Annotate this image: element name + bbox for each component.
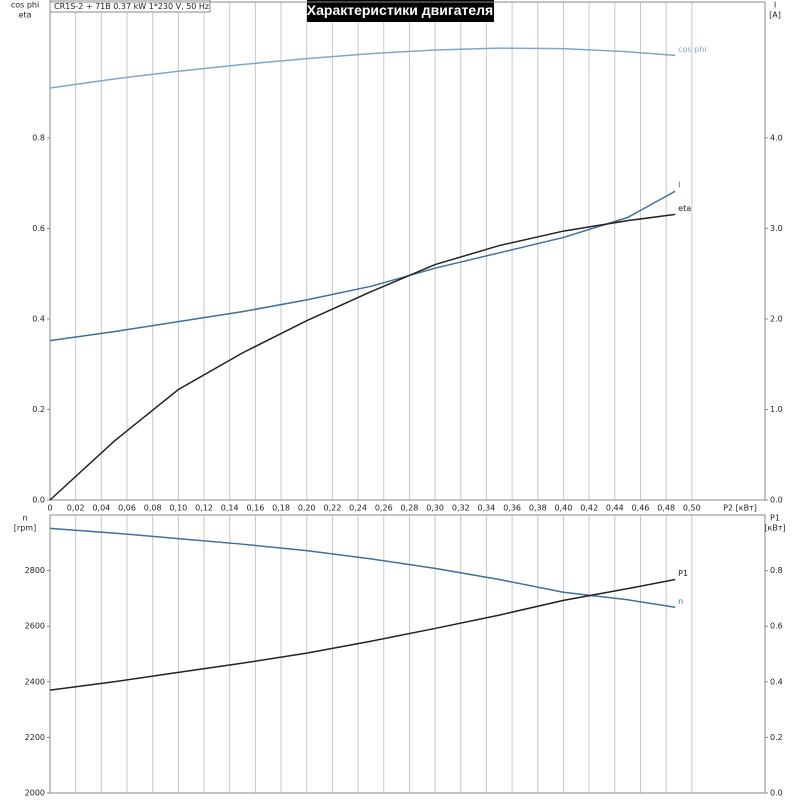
series-label: n [678,597,683,606]
y-axis-label: eta [19,11,32,20]
x-axis-label: P2 [кВт] [723,504,757,513]
x-tick-label: 0,32 [452,504,470,513]
plot-frame [49,1,766,501]
x-tick-label: 0,48 [657,504,675,513]
y-tick-label: 2200 [25,733,45,742]
y2-axis-label: P1 [770,514,780,523]
x-tick-label: 0,14 [221,504,239,513]
y2-tick-label: 4.0 [770,133,783,142]
y2-axis-label: [кВт] [764,524,785,533]
y-axis-label: cos phi [11,1,39,10]
y2-tick-label: 0.8 [770,566,783,575]
series-label: P1 [678,569,688,578]
y-tick-label: 2400 [25,677,45,686]
x-tick-label: 0,40 [555,504,573,513]
y2-tick-label: 0.6 [770,622,783,631]
chart-subtitle: CR1S-2 + 71B 0.37 kW 1*230 V, 50 Hz [54,2,209,11]
x-tick-label: 0,28 [401,504,419,513]
series-label: eta [678,204,691,213]
plot-frame [49,514,766,794]
x-tick-label: 0,36 [503,504,521,513]
x-tick-label: 0,24 [349,504,367,513]
y-tick-label: 2600 [25,622,45,631]
y2-tick-label: 2.0 [770,314,783,323]
x-tick-label: 0,02 [67,504,85,513]
y2-axis-label: [A] [769,11,781,20]
x-tick-label: 0,06 [118,504,136,513]
x-tick-label: 0,22 [323,504,341,513]
series-line [49,47,676,89]
x-tick-label: 0,10 [169,504,187,513]
x-tick-label: 0,38 [529,504,547,513]
x-tick-label: 0,18 [272,504,290,513]
y-axis-label: n [22,514,27,523]
y-tick-label: 0.2 [32,405,45,414]
x-tick-label: 0,50 [683,504,701,513]
series-line [49,527,676,609]
x-tick-label: 0,34 [478,504,496,513]
chart-title: Характеристики двигателя [307,2,493,18]
y2-tick-label: 1.0 [770,405,783,414]
title-box [307,0,494,22]
x-tick-label: 0,20 [298,504,316,513]
y2-tick-label: 0.4 [770,677,783,686]
series-label: cos phi [678,45,706,54]
y-tick-label: 0.4 [32,314,45,323]
y2-tick-label: 0.0 [770,496,783,505]
x-tick-label: 0 [47,504,52,513]
y-tick-label: 0.0 [32,496,45,505]
y-axis-label: [rpm] [14,524,36,533]
y2-tick-label: 3.0 [770,224,783,233]
y2-tick-label: 0.0 [770,789,783,798]
x-tick-label: 0,16 [246,504,264,513]
x-tick-label: 0,26 [375,504,393,513]
y-tick-label: 0.6 [32,224,45,233]
y-tick-label: 0.8 [32,133,45,142]
x-tick-label: 0,04 [92,504,110,513]
x-tick-label: 0,44 [606,504,624,513]
series-line [49,213,676,501]
y2-axis-label: I [774,1,776,10]
series-label: I [678,181,680,190]
series-line [49,578,676,691]
y-tick-label: 2800 [25,566,45,575]
y2-tick-label: 0.2 [770,733,783,742]
x-tick-label: 0,12 [195,504,213,513]
x-tick-label: 0,46 [632,504,650,513]
x-tick-label: 0,30 [426,504,444,513]
y-tick-label: 2000 [25,789,45,798]
x-tick-label: 0,08 [144,504,162,513]
x-tick-label: 0,42 [580,504,598,513]
series-line [49,190,676,342]
